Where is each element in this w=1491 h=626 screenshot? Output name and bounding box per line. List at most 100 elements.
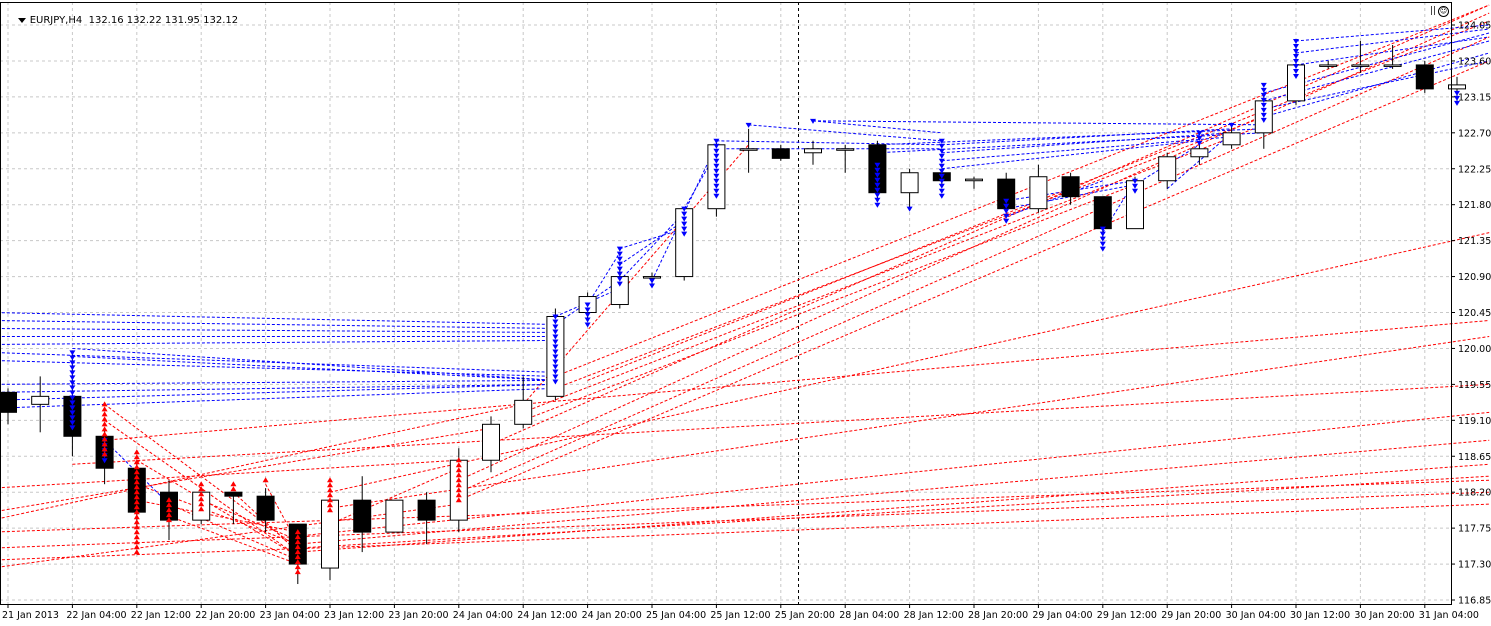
blue-signal-arrows-glyph: [713, 158, 720, 164]
blue-trend-line: [0, 360, 556, 377]
candle: [1319, 60, 1338, 69]
expert-advisor-status[interactable]: || ☺: [1430, 6, 1450, 17]
blue-signal-arrows-glyph: [906, 206, 913, 212]
blue-signal-arrows-glyph: [938, 183, 945, 189]
blue-trend-line: [619, 228, 685, 250]
red-signal-arrows-glyph: [101, 451, 108, 457]
blue-signal-arrows-glyph: [874, 167, 881, 173]
blue-signal-arrows-glyph: [552, 339, 559, 345]
candle: [482, 416, 500, 473]
red-signal-arrows: [230, 481, 237, 492]
price-tick-label: 120.00: [1458, 344, 1491, 355]
candle: [1190, 144, 1209, 165]
blue-signal-arrows: [906, 206, 913, 212]
red-signal-arrows: [198, 481, 205, 512]
price-tick-label: 116.85: [1458, 596, 1491, 607]
blue-signal-arrows-glyph: [1099, 231, 1106, 237]
blue-signal-arrows-glyph: [69, 365, 76, 371]
blue-signal-arrows-glyph: [713, 138, 720, 144]
time-tick-label: 24 Jan 04:00: [453, 610, 513, 621]
blue-signal-arrows-glyph: [1293, 58, 1299, 64]
blue-trend-line: [812, 120, 1264, 126]
blue-signal-arrows-glyph: [874, 187, 881, 193]
blue-signal-arrows-glyph: [938, 158, 945, 164]
blue-signal-arrows-glyph: [616, 276, 623, 282]
candle: [739, 128, 758, 173]
candle-body: [771, 148, 790, 159]
blue-signal-arrows-glyph: [552, 334, 559, 340]
blue-signal-arrows: [1099, 226, 1106, 252]
red-trend-line: [555, 116, 1264, 389]
red-trend-line: [297, 439, 1490, 545]
blue-signal-arrows-glyph: [1454, 90, 1460, 96]
blue-signal-arrows-glyph: [616, 271, 623, 277]
blue-signal-arrows-glyph: [1099, 246, 1106, 252]
blue-signal-arrows: [649, 278, 655, 289]
red-signal-arrows-glyph: [133, 499, 140, 505]
blue-signal-arrows: [810, 118, 816, 124]
red-signal-arrows-glyph: [198, 501, 205, 507]
blue-signal-arrows: [616, 246, 623, 287]
red-signal-arrows-glyph: [455, 462, 462, 468]
blue-signal-arrows-glyph: [938, 143, 945, 149]
blue-trend-line: [1295, 28, 1490, 54]
blue-signal-arrows: [584, 302, 591, 328]
red-signal-arrows-glyph: [294, 549, 301, 555]
red-signal-arrows-glyph: [262, 477, 269, 483]
candle: [804, 140, 822, 165]
red-trend-line: [136, 459, 299, 557]
candle: [0, 388, 17, 425]
price-axis[interactable]: 124.05 123.60 123.15 122.70 122.25 121.80 121.…: [1451, 21, 1491, 607]
red-signal-arrows-glyph: [133, 489, 140, 495]
candle: [256, 488, 275, 533]
red-signal-arrows-glyph: [133, 469, 140, 475]
blue-signal-arrows-glyph: [1132, 188, 1138, 194]
blue-signal-arrows-glyph: [616, 281, 623, 287]
blue-trend-line: [941, 136, 1232, 162]
red-signal-arrows-glyph: [133, 549, 140, 555]
dropdown-arrow-icon[interactable]: [17, 17, 26, 23]
blue-signal-arrows-glyph: [69, 350, 76, 356]
candle-body: [256, 495, 275, 521]
blue-signal-arrows-glyph: [681, 216, 688, 222]
red-signal-arrows-glyph: [166, 507, 172, 513]
blue-signal-arrows-glyph: [69, 390, 76, 396]
red-signal-arrows-glyph: [294, 569, 301, 575]
blue-signal-arrows-glyph: [1099, 241, 1106, 247]
red-signal-arrows-glyph: [101, 411, 108, 417]
blue-signal-arrows-glyph: [1260, 117, 1267, 123]
red-signal-arrows-glyph: [198, 486, 205, 492]
time-tick-label: 30 Jan 12:00: [1290, 610, 1350, 621]
red-signal-arrows-glyph: [294, 539, 301, 545]
red-signal-arrows-glyph: [327, 497, 333, 503]
candle: [1061, 172, 1080, 205]
blue-trend-line: [748, 124, 942, 142]
blue-trend-line: [1263, 32, 1490, 94]
blue-trend-line: [0, 379, 556, 385]
ohlc-values: 132.16 132.22 131.95 132.12: [88, 15, 239, 26]
time-tick-label: 24 Jan 20:00: [582, 610, 642, 621]
red-signal-arrows-glyph: [455, 487, 462, 493]
price-tick-label: 123.15: [1458, 92, 1491, 103]
candle-body: [1061, 176, 1080, 198]
time-tick-label: 28 Jan 20:00: [968, 610, 1028, 621]
red-signal-arrows-glyph: [133, 484, 140, 490]
price-tick-label: 120.90: [1458, 272, 1491, 283]
candle-body: [1158, 156, 1177, 182]
red-signal-arrows-glyph: [133, 524, 140, 530]
blue-signal-arrows-glyph: [1196, 140, 1203, 146]
time-axis[interactable]: 21 Jan 2013 22 Jan 04:00 22 Jan 12:00 22 Ja…: [2, 604, 1479, 621]
candle-body: [0, 391, 17, 413]
blue-trend-line: [619, 212, 685, 281]
candle-body: [1351, 64, 1370, 67]
candle-body: [1093, 196, 1112, 230]
blue-signal-arrows-glyph: [101, 458, 108, 464]
candle: [1222, 124, 1241, 149]
blue-signal-arrows-glyph: [552, 364, 559, 370]
blue-signal-arrows-glyph: [649, 278, 655, 284]
blue-signal-arrows-glyph: [1003, 203, 1010, 209]
blue-signal-arrows-glyph: [69, 415, 76, 421]
blue-signal-arrows-glyph: [616, 251, 623, 257]
